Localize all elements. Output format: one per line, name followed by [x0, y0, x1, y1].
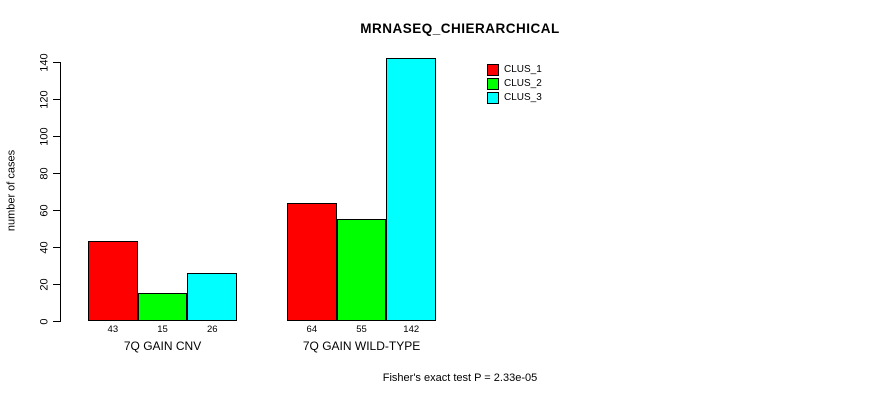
- y-tick-mark: [53, 98, 60, 100]
- x-category-label: 7Q GAIN WILD-TYPE: [302, 339, 421, 353]
- bar-clus_2-1: [137, 293, 188, 321]
- y-tick-mark: [53, 61, 60, 63]
- bar-clus_1-2: [287, 202, 337, 321]
- legend: CLUS_1 CLUS_2 CLUS_3: [487, 63, 542, 105]
- bar-value-label: 43: [107, 324, 119, 335]
- y-tick-label: 120: [38, 89, 51, 109]
- bar-clus_3-1: [187, 272, 238, 321]
- y-tick-mark: [53, 320, 60, 322]
- y-tick-mark: [53, 283, 60, 285]
- y-tick-label: 80: [38, 166, 51, 180]
- legend-label: CLUS_3: [504, 92, 542, 103]
- legend-item-clus_2: CLUS_2: [487, 77, 542, 91]
- legend-swatch-icon: [487, 78, 499, 90]
- bar-value-label: 15: [157, 324, 168, 335]
- y-tick-label: 60: [38, 203, 51, 217]
- y-axis-label: number of cases: [5, 149, 18, 232]
- bar-value-label: 26: [206, 324, 218, 335]
- legend-label: CLUS_1: [504, 64, 542, 75]
- legend-item-clus_3: CLUS_3: [487, 91, 542, 105]
- legend-swatch-icon: [487, 92, 499, 104]
- bar-value-label: 142: [403, 324, 420, 335]
- y-tick-mark: [53, 135, 60, 137]
- y-tick-label: 100: [38, 126, 51, 146]
- y-tick-label: 20: [38, 277, 51, 291]
- y-tick-mark: [53, 209, 60, 211]
- legend-label: CLUS_2: [504, 78, 542, 89]
- y-axis-line: [60, 62, 61, 322]
- y-tick-label: 40: [38, 240, 51, 254]
- x-category-label: 7Q GAIN CNV: [123, 339, 202, 353]
- y-tick-mark: [53, 246, 60, 248]
- y-tick-mark: [53, 172, 60, 174]
- annotation-text: Fisher's exact test P = 2.33e-05: [382, 372, 538, 384]
- bar-value-label: 64: [306, 324, 318, 335]
- bar-clus_3-2: [386, 58, 437, 321]
- bar-clus_1-1: [88, 241, 138, 321]
- y-tick-label: 140: [38, 52, 51, 72]
- bar-clus_2-2: [336, 219, 387, 321]
- chart-title: MRNASEQ_CHIERARCHICAL: [360, 21, 560, 36]
- y-tick-label: 0: [38, 317, 51, 325]
- legend-item-clus_1: CLUS_1: [487, 63, 542, 77]
- legend-swatch-icon: [487, 64, 499, 76]
- bar-value-label: 55: [356, 324, 367, 335]
